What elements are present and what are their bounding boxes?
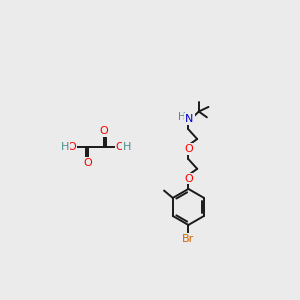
Text: H: H — [61, 142, 69, 152]
Text: O: O — [184, 173, 193, 184]
Text: O: O — [116, 142, 124, 152]
Text: O: O — [68, 142, 76, 152]
Text: O: O — [100, 126, 109, 136]
Text: Br: Br — [182, 234, 194, 244]
Text: H: H — [123, 142, 131, 152]
Text: O: O — [83, 158, 92, 168]
Text: H: H — [178, 112, 186, 122]
Text: N: N — [185, 114, 194, 124]
Text: O: O — [184, 144, 193, 154]
